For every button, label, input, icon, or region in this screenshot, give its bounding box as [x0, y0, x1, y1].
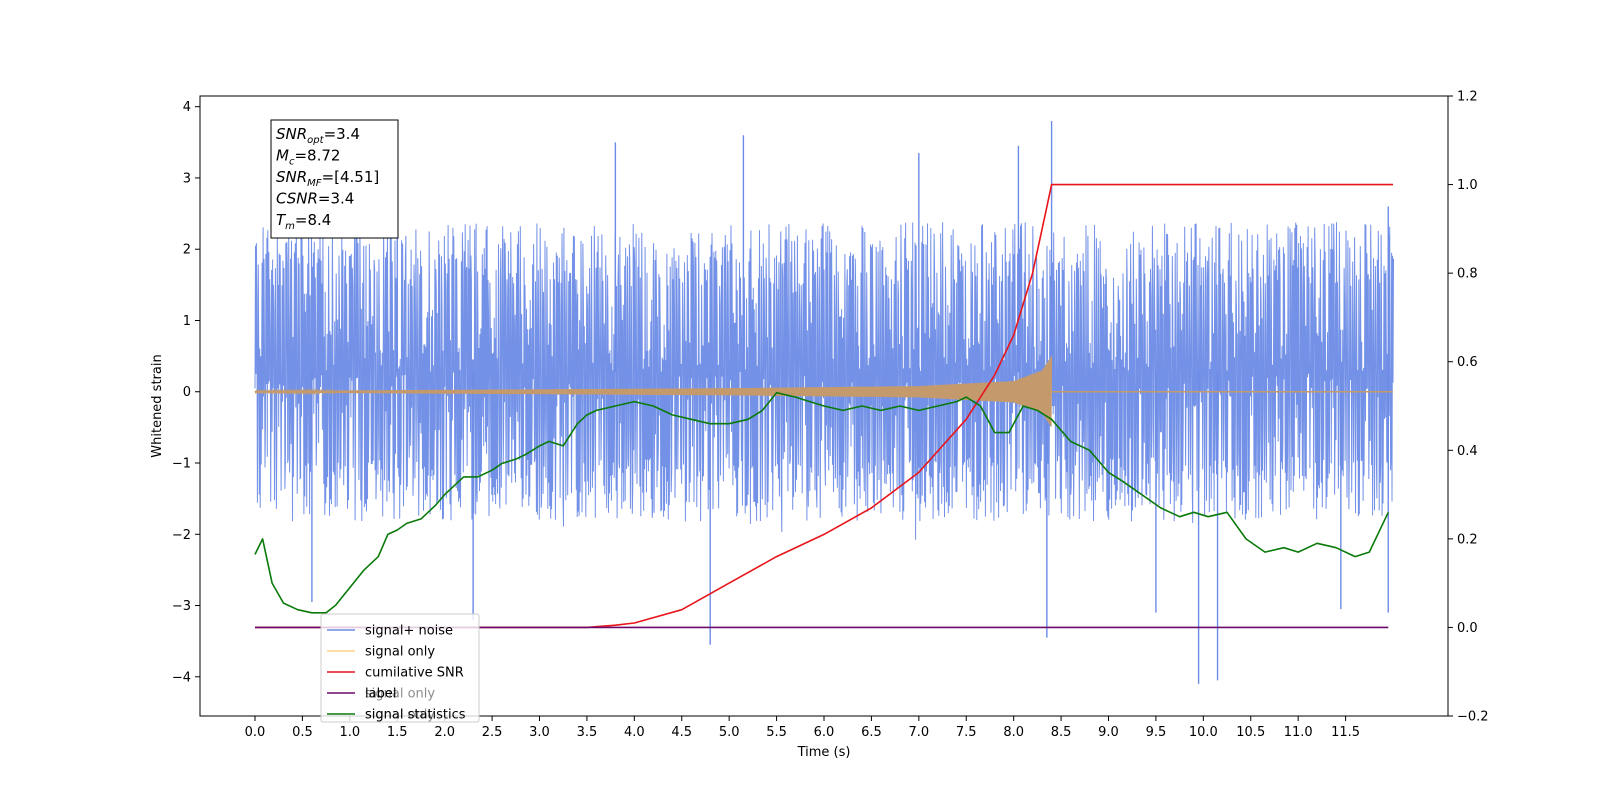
annotation-line: Tm=8.4	[276, 211, 331, 232]
y-tick-label: 2	[183, 243, 191, 258]
y-axis-title: Whitened strain	[150, 354, 165, 457]
series-signal-noise-line	[254, 222, 1394, 540]
x-tick-label: 4.5	[671, 725, 692, 740]
x-tick-label: 11.0	[1284, 725, 1313, 740]
y-tick-label: −2	[172, 528, 191, 543]
legend-ghost-label: signal only	[365, 687, 435, 702]
x-tick-label: 8.0	[1003, 725, 1024, 740]
y-tick-label: −1	[172, 457, 191, 472]
y2-tick-label: 0.4	[1457, 444, 1478, 459]
x-tick-label: 3.5	[577, 725, 598, 740]
x-tick-label: 3.0	[529, 725, 550, 740]
y2-tick-label: 0.8	[1457, 267, 1478, 282]
x-tick-label: 0.5	[292, 725, 313, 740]
x-tick-label: 1.0	[339, 725, 360, 740]
y2-tick-label: 1.2	[1457, 90, 1478, 105]
y2-tick-label: 1.0	[1457, 178, 1478, 193]
y-tick-label: 1	[183, 314, 191, 329]
y2-tick-label: −0.2	[1457, 710, 1489, 725]
legend-label: signal only	[365, 645, 435, 660]
x-tick-label: 6.0	[814, 725, 835, 740]
x-tick-label: 9.5	[1146, 725, 1167, 740]
x-tick-label: 2.0	[434, 725, 455, 740]
legend-item-signal-only: signal only	[327, 645, 435, 660]
x-tick-label: 5.0	[719, 725, 740, 740]
x-tick-label: 10.5	[1236, 725, 1265, 740]
x-axis-title: Time (s)	[797, 745, 851, 760]
annotation-line: CSNR=3.4	[276, 190, 354, 208]
y2-tick-label: 0.2	[1457, 532, 1478, 547]
x-tick-label: 6.5	[861, 725, 882, 740]
legend-item-signal-noise: signal+ noise	[327, 624, 453, 639]
y-tick-label: 0	[183, 385, 191, 400]
x-tick-label: 7.0	[908, 725, 929, 740]
legend-item-cumilative-snr: cumilative SNR	[327, 666, 464, 681]
y-tick-label: 3	[183, 171, 191, 186]
x-tick-label: 2.5	[482, 725, 503, 740]
legend-label: label	[365, 687, 396, 702]
x-tick-label: 4.0	[624, 725, 645, 740]
x-tick-label: 7.5	[956, 725, 977, 740]
x-tick-label: 9.0	[1098, 725, 1119, 740]
annotation-line: Mc=8.72	[276, 147, 340, 168]
y-tick-label: 4	[183, 100, 191, 115]
x-tick-label: 11.5	[1331, 725, 1360, 740]
series-signal-statistics-line	[254, 391, 1390, 614]
annotation-frame	[270, 119, 399, 239]
series-signal-only-line	[254, 356, 1053, 427]
x-tick-label: 8.5	[1051, 725, 1072, 740]
legend-label: cumilative SNR	[365, 666, 464, 681]
legend-item-signal-statistics: signal statistics	[327, 708, 466, 723]
legend: signal+ noise signal only cumilative SNR la…	[320, 613, 480, 723]
legend-item-label: label	[327, 687, 396, 702]
y2-tick-label: 0.0	[1457, 621, 1478, 636]
legend-frame	[320, 613, 480, 723]
y-tick-label: −3	[172, 599, 191, 614]
y-tick-label: −4	[172, 670, 191, 685]
series-cumilative-snr-line	[255, 183, 1393, 629]
x-tick-label: 5.5	[766, 725, 787, 740]
annotation-line: SNRopt=3.4	[276, 125, 360, 146]
legend-label: signal+ noise	[365, 624, 453, 639]
annotation-line: SNRMF=[4.51]	[276, 168, 379, 189]
y2-tick-label: 0.6	[1457, 355, 1478, 370]
legend-label: signal statistics	[365, 708, 466, 723]
x-tick-label: 0.0	[245, 725, 266, 740]
x-tick-label: 1.5	[387, 725, 408, 740]
x-tick-label: 10.0	[1189, 725, 1218, 740]
legend-ghost-label: signal only	[365, 708, 435, 723]
